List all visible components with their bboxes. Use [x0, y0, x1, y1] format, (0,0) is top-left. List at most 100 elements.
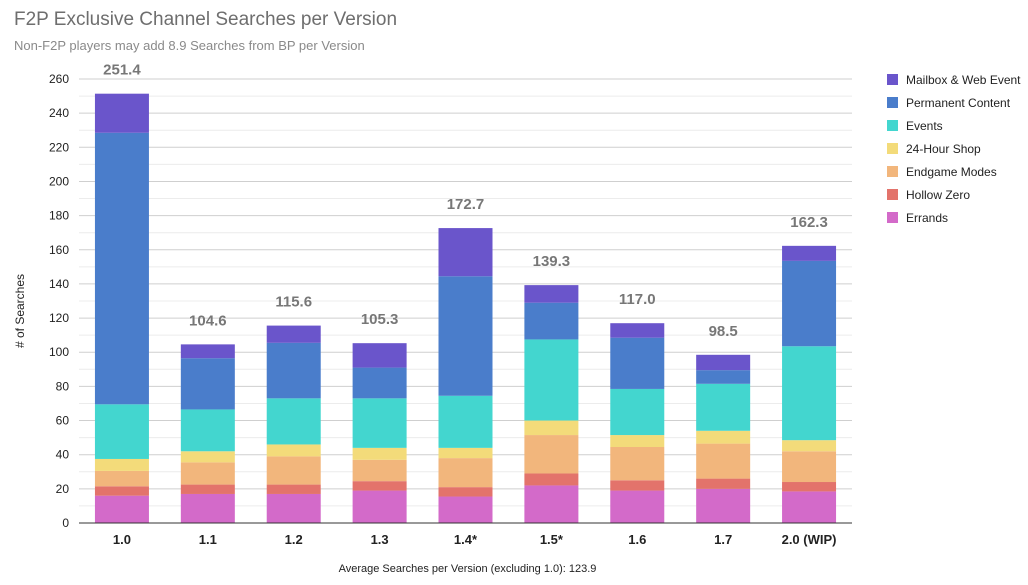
bar-segment: [438, 496, 493, 523]
bar-segment: [438, 276, 493, 396]
bar-total-label: 172.7: [447, 196, 485, 213]
x-tick-label: 1.6: [628, 532, 646, 547]
bar-segment: [352, 459, 407, 482]
bar-total-label: 162.3: [790, 214, 828, 231]
legend-swatch: [887, 74, 898, 85]
y-tick-label: 200: [49, 174, 69, 188]
legend-swatch: [887, 166, 898, 177]
bar-segment: [180, 344, 235, 359]
bar-segment: [696, 478, 751, 489]
x-tick-label: 1.0: [113, 532, 131, 547]
legend-label: Permanent Content: [906, 96, 1011, 110]
bar-segment: [180, 358, 235, 410]
x-tick-label: 1.1: [199, 532, 217, 547]
bar-segment: [782, 260, 837, 347]
bar-segment: [610, 435, 665, 448]
bar-segment: [180, 409, 235, 452]
bar-segment: [696, 488, 751, 523]
bar-segment: [524, 339, 579, 421]
bar-segment: [524, 435, 579, 474]
bar-segment: [266, 342, 321, 399]
bar-segment: [782, 346, 837, 441]
y-tick-label: 80: [56, 379, 70, 393]
legend-swatch: [887, 212, 898, 223]
y-tick-label: 60: [56, 414, 70, 428]
y-tick-label: 260: [49, 72, 69, 86]
chart-footer-note: Average Searches per Version (excluding …: [338, 563, 597, 575]
bar-segment: [610, 323, 665, 338]
bar-segment: [782, 482, 837, 492]
bar-segment: [94, 404, 149, 459]
bar-segment: [266, 484, 321, 494]
bar-segment: [352, 367, 407, 399]
y-tick-label: 140: [49, 277, 69, 291]
legend-swatch: [887, 120, 898, 131]
legend-swatch: [887, 189, 898, 200]
bar-segment: [180, 451, 235, 463]
legend-swatch: [887, 97, 898, 108]
bar-segment: [438, 458, 493, 488]
bar-segment: [266, 398, 321, 445]
legend-swatch: [887, 143, 898, 154]
bar-segment: [696, 383, 751, 431]
legend-label: 24-Hour Shop: [906, 142, 981, 156]
legend-label: Endgame Modes: [906, 165, 997, 179]
bar-segment: [94, 93, 149, 133]
bar-segment: [438, 487, 493, 497]
x-tick-label: 1.7: [714, 532, 732, 547]
bar-total-label: 117.0: [619, 291, 656, 308]
bar-total-label: 139.3: [533, 253, 571, 270]
bar-total-label: 104.6: [189, 312, 227, 329]
bar-segment: [610, 480, 665, 491]
bar-segment: [352, 447, 407, 460]
legend-label: Mailbox & Web Event: [906, 73, 1021, 87]
bar-segment: [94, 458, 149, 471]
bar-segment: [782, 491, 837, 523]
bar-total-label: 105.3: [361, 311, 399, 328]
bar-segment: [94, 486, 149, 496]
bar-segment: [266, 444, 321, 457]
legend-label: Events: [906, 119, 943, 133]
bar-segment: [524, 302, 579, 340]
bar-segment: [524, 285, 579, 303]
x-tick-label: 1.4*: [454, 532, 478, 547]
chart-subtitle: Non-F2P players may add 8.9 Searches fro…: [14, 38, 365, 53]
bar-total-label: 115.6: [275, 294, 312, 311]
y-axis-label: # of Searches: [13, 274, 27, 348]
y-tick-label: 0: [62, 516, 69, 530]
bar-segment: [266, 456, 321, 485]
bar-segment: [438, 228, 493, 277]
bar-segment: [610, 490, 665, 523]
bar-segment: [352, 481, 407, 491]
bar-segment: [524, 485, 579, 523]
bar-segment: [94, 495, 149, 523]
x-tick-label: 1.3: [371, 532, 389, 547]
bar-segment: [782, 245, 837, 261]
y-tick-label: 160: [49, 243, 69, 257]
bar-segment: [180, 462, 235, 485]
bar-segment: [352, 490, 407, 523]
bar-segment: [94, 132, 149, 405]
bar-segment: [438, 395, 493, 448]
bar-segment: [782, 451, 837, 483]
y-tick-label: 220: [49, 140, 69, 154]
bar-segment: [180, 493, 235, 523]
bar-segment: [352, 343, 407, 368]
chart-title: F2P Exclusive Channel Searches per Versi…: [14, 9, 398, 30]
bar-segment: [610, 388, 665, 436]
y-tick-label: 180: [49, 209, 69, 223]
bar-segment: [94, 470, 149, 487]
x-tick-label: 2.0 (WIP): [782, 532, 837, 547]
y-tick-label: 240: [49, 106, 69, 120]
x-tick-label: 1.2: [285, 532, 303, 547]
bar-total-label: 98.5: [709, 323, 738, 340]
bar-segment: [696, 354, 751, 371]
bar-segment: [610, 337, 665, 389]
legend-label: Errands: [906, 211, 948, 225]
bar-total-label: 251.4: [103, 62, 141, 79]
legend-label: Hollow Zero: [906, 188, 970, 202]
bar-segment: [524, 473, 579, 486]
bar-segment: [524, 420, 579, 436]
bar-segment: [266, 493, 321, 523]
